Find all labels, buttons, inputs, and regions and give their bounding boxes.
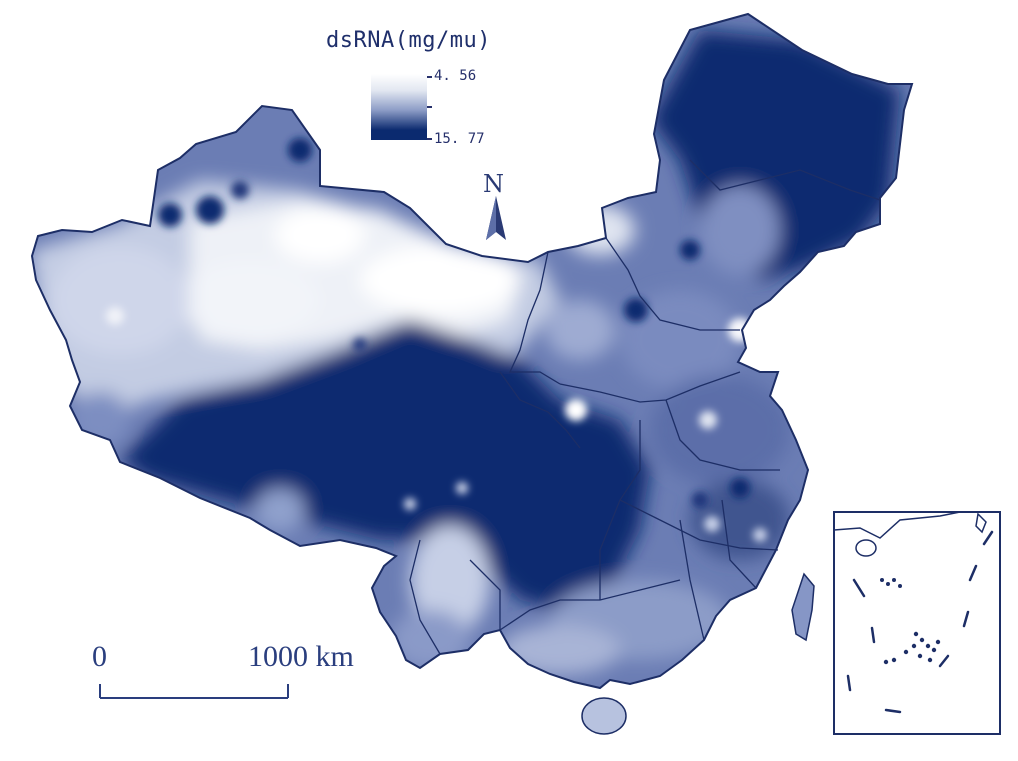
north-label: N [483, 170, 504, 198]
province-boundaries [409, 159, 881, 655]
north-arrow-icon [486, 196, 506, 240]
legend-max-label: 15. 77 [434, 131, 485, 147]
legend-tick-mid [427, 106, 432, 108]
scale-start-label: 0 [92, 640, 107, 673]
taiwan-island [791, 572, 815, 642]
south-china-sea-inset [833, 511, 1001, 735]
scale-end-label: 1000 km [248, 640, 354, 673]
legend-tick-max [427, 138, 432, 140]
hainan-island [581, 697, 627, 735]
legend-title: dsRNA(mg/mu) [326, 28, 491, 53]
legend-tick-min [427, 76, 432, 78]
legend-color-ramp [371, 74, 427, 140]
scale-bar [99, 684, 289, 699]
legend-min-label: 4. 56 [434, 68, 477, 84]
